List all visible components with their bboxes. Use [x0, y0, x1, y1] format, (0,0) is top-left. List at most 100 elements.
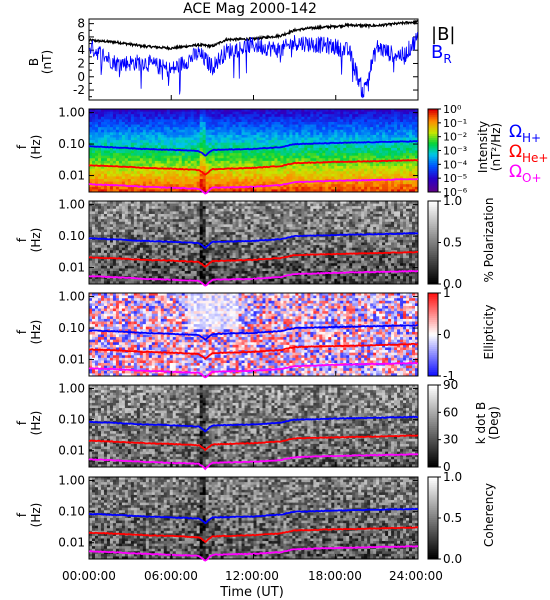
spectrogram-cell — [178, 116, 183, 120]
spectrogram-cell — [139, 142, 144, 146]
spectrogram-cell — [211, 211, 216, 215]
spectrogram-cell — [229, 179, 233, 183]
spectrogram-cell — [214, 121, 219, 125]
spectrogram-cell — [148, 109, 153, 112]
spectrogram-cell — [274, 179, 278, 183]
spectrogram-cell — [355, 186, 359, 190]
spectrogram-cell — [364, 145, 368, 149]
spectrogram-cell — [190, 226, 195, 230]
spectrogram-cell — [145, 219, 150, 223]
spectrogram-cell — [394, 224, 398, 228]
spectrogram-cell — [232, 114, 236, 118]
spectrogram-cell — [397, 145, 401, 149]
spectrogram-cell — [277, 211, 281, 215]
spectrogram-cell — [415, 221, 419, 225]
spectrogram-cell — [256, 179, 260, 183]
spectrogram-cell — [103, 163, 108, 167]
spectrogram-cell — [187, 179, 192, 183]
spectrogram-cell — [220, 189, 224, 193]
spectrogram-cell — [172, 142, 177, 146]
spectrogram-cell — [217, 116, 221, 120]
spectrogram-cell — [220, 179, 224, 183]
spectrogram-cell — [367, 129, 371, 133]
spectrogram-cell — [370, 160, 374, 164]
spectrogram-cell — [403, 213, 407, 217]
spectrogram-cell — [253, 219, 257, 223]
spectrogram-cell — [376, 181, 380, 185]
spectrogram-cell — [112, 224, 117, 228]
spectrogram-cell — [295, 203, 299, 207]
spectrogram-cell — [367, 137, 371, 141]
spectrogram-cell — [112, 160, 117, 164]
spectrogram-cell — [205, 221, 210, 225]
spectrogram-cell — [295, 145, 299, 149]
spectrogram-cell — [325, 153, 329, 157]
spectrogram-cell — [355, 221, 359, 225]
spectrogram-cell — [331, 173, 335, 177]
spectrogram-cell — [226, 160, 230, 164]
spectrogram-cell — [139, 208, 144, 212]
spectrogram-cell — [169, 111, 174, 115]
spectrogram-cell — [310, 111, 314, 115]
colorbar-cell — [428, 183, 438, 187]
spectrogram-cell — [352, 211, 356, 215]
spectrogram-cell — [253, 121, 257, 125]
spectrogram-cell — [181, 208, 186, 212]
spectrogram-cell — [232, 229, 236, 233]
spectrogram-cell — [364, 184, 368, 188]
spectrogram-cell — [295, 181, 299, 185]
spectrogram-cell — [241, 206, 245, 210]
spectrogram-cell — [274, 219, 278, 223]
spectrogram-cell — [352, 224, 356, 228]
spectrogram-cell — [133, 216, 138, 220]
spectrogram-cell — [295, 226, 299, 230]
spectrogram-cell — [157, 160, 162, 164]
spectrogram-cell — [157, 127, 162, 131]
spectrogram-cell — [370, 145, 374, 149]
spectrogram-cell — [136, 153, 141, 157]
spectrogram-cell — [313, 208, 317, 212]
spectrogram-cell — [208, 206, 213, 210]
spectrogram-cell — [193, 189, 198, 193]
spectrogram-cell — [187, 171, 192, 175]
spectrogram-cell — [202, 158, 207, 162]
spectrogram-cell — [241, 171, 245, 175]
spectrogram-cell — [280, 129, 284, 133]
spectrogram-cell — [139, 224, 144, 228]
spectrogram-cell — [220, 111, 224, 115]
spectrogram-cell — [202, 150, 207, 154]
spectrogram-cell — [259, 224, 263, 228]
spectrogram-cell — [337, 208, 341, 212]
spectrogram-cell — [310, 213, 314, 217]
spectrogram-cell — [394, 168, 398, 172]
spectrogram-cell — [193, 179, 198, 183]
spectrogram-cell — [385, 150, 389, 154]
spectrogram-cell — [133, 208, 138, 212]
spectrogram-cell — [295, 132, 299, 136]
spectrogram-cell — [109, 224, 114, 228]
spectrogram-cell — [283, 166, 287, 170]
spectrogram-cell — [400, 121, 404, 125]
spectrogram-cell — [145, 163, 150, 167]
spectrogram-cell — [280, 127, 284, 131]
spectrogram-cell — [214, 211, 219, 215]
spectrogram-cell — [370, 208, 374, 212]
spectrogram-cell — [151, 153, 156, 157]
spectrogram-cell — [187, 181, 192, 185]
spectrogram-cell — [352, 127, 356, 131]
spectrogram-cell — [109, 116, 114, 120]
spectrogram-cell — [142, 116, 147, 120]
spectrogram-cell — [217, 173, 221, 177]
spectrogram-cell — [262, 179, 266, 183]
spectrogram-cell — [304, 132, 308, 136]
spectrogram-cell — [118, 211, 123, 215]
spectrogram-cell — [241, 168, 245, 172]
spectrogram-cell — [106, 132, 111, 136]
spectrogram-cell — [367, 132, 371, 136]
spectrogram-cell — [397, 116, 401, 120]
spectrogram-cell — [214, 229, 219, 233]
spectrogram-cell — [349, 186, 353, 190]
spectrogram-cell — [184, 132, 189, 136]
spectrogram-cell — [127, 229, 132, 233]
spectrogram-cell — [127, 186, 132, 190]
